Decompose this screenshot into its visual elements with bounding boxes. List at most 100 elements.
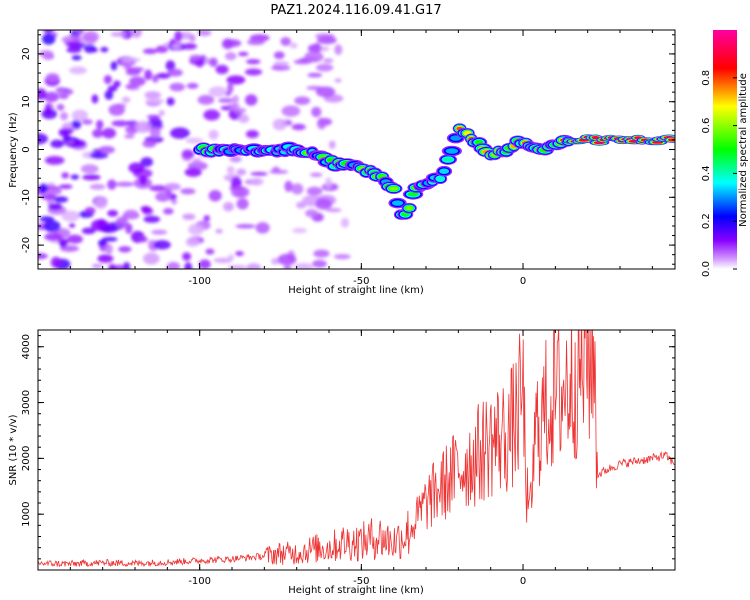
snr-xlabel: Height of straight line (km) <box>288 585 424 596</box>
spectral-noise-blob <box>43 91 59 103</box>
spectral-noise-blob <box>121 62 133 67</box>
spectral-ridge-cell <box>668 138 675 142</box>
spectral-noise-blob <box>97 254 114 263</box>
spectral-noise-blob <box>213 257 233 264</box>
spectral-noise-blob <box>226 166 235 174</box>
spectral-noise-blob <box>67 234 83 244</box>
snr-axes: -100 -50 0 1000 2000 3000 4000 <box>21 330 675 587</box>
spectral-noise-blob <box>57 238 69 246</box>
spectral-noise-blob <box>39 216 55 223</box>
spectral-noise-blob <box>227 82 234 94</box>
spectral-noise-blob <box>59 111 69 121</box>
colorbar-tick-label: 0.8 <box>701 70 712 86</box>
spectral-noise-blob <box>81 227 96 235</box>
spectral-noise-blob <box>174 30 183 43</box>
spectral-noise-blob <box>140 157 153 167</box>
spectral-noise-blob <box>59 184 73 189</box>
spectral-noise-blob <box>158 109 165 117</box>
spectral-noise-blob <box>181 149 195 159</box>
y-tick-label: 20 <box>21 48 32 61</box>
spectral-ridge-cell <box>405 206 414 211</box>
spectral-noise-blob <box>223 201 234 212</box>
spectral-noise-blob <box>71 109 89 122</box>
spectral-noise-blob <box>108 104 126 116</box>
spectral-noise-blob <box>317 36 337 45</box>
spectral-noise-blob <box>312 42 321 54</box>
spectral-noise-blob <box>59 94 69 100</box>
colorbar <box>713 30 737 269</box>
spectral-noise-blob <box>272 118 287 131</box>
spectral-noise-blob <box>53 196 69 203</box>
spectral-noise-blob <box>294 262 314 269</box>
spectral-noise-blob <box>151 229 168 235</box>
snr-frame <box>37 329 676 571</box>
spectral-noise-blob <box>129 76 146 87</box>
spectral-noise-blob <box>142 48 158 55</box>
spectral-noise-blob <box>92 128 104 138</box>
spectral-noise-blob <box>153 240 171 250</box>
spectral-noise-blob <box>38 88 47 100</box>
spectral-noise-blob <box>238 114 250 124</box>
spectral-noise-blob <box>91 94 99 104</box>
spectral-noise-blob <box>91 263 103 269</box>
spectral-noise-blob <box>125 83 137 89</box>
spectral-noise-blob <box>122 262 131 269</box>
spectral-noise-blob <box>197 30 212 37</box>
spectral-noise-blob <box>236 168 247 176</box>
spectral-noise-blob <box>192 158 202 163</box>
spectral-noise-blob <box>107 85 118 92</box>
spectral-noise-blob <box>235 251 244 256</box>
spectral-noise-blob <box>238 51 249 57</box>
spectrogram-ylabel: Frequency (Hz) <box>8 112 19 188</box>
colorbar-label: Normalized spectral amplitude <box>738 73 749 227</box>
spectral-noise-blob <box>189 54 203 60</box>
spectral-noise-blob <box>84 207 96 215</box>
snr-series-line <box>38 330 675 568</box>
spectral-noise-blob <box>250 171 268 176</box>
spectral-noise-blob <box>188 223 204 236</box>
spectral-noise-blob <box>107 209 119 217</box>
colorbar-tick-label: 0.6 <box>701 118 712 134</box>
spectral-noise-blob <box>313 249 330 258</box>
spectral-noise-blob <box>101 236 118 242</box>
spectral-noise-blob <box>89 152 109 159</box>
spectral-ridge-cell <box>436 176 445 182</box>
spectral-ridge-cell <box>439 168 450 174</box>
spectral-noise-blob <box>182 252 192 261</box>
spectral-noise-blob <box>155 45 169 53</box>
spectral-noise-blob <box>315 198 333 210</box>
spectral-noise-blob <box>291 183 304 195</box>
spectral-noise-blob <box>186 82 199 89</box>
y-tick-label: -20 <box>21 237 32 253</box>
spectral-noise-blob <box>81 119 93 125</box>
spectral-noise-blob <box>120 30 133 39</box>
spectral-noise-blob <box>149 185 169 192</box>
spectral-noise-blob <box>50 139 64 149</box>
spectral-noise-blob <box>325 177 332 189</box>
spectral-noise-blob <box>273 51 285 60</box>
spectral-noise-blob <box>100 226 118 233</box>
spectral-noise-blob <box>155 72 171 79</box>
spectral-noise-blob <box>255 222 270 234</box>
spectral-noise-blob <box>45 72 60 82</box>
spectral-noise-blob <box>42 30 55 33</box>
spectral-noise-blob <box>140 205 151 213</box>
spectral-noise-blob <box>316 117 327 130</box>
spectral-noise-blob <box>236 198 249 210</box>
spectral-noise-blob <box>250 178 264 186</box>
spectral-noise-blob <box>171 44 182 49</box>
spectral-noise-blob <box>171 199 178 205</box>
spectral-noise-blob <box>334 44 343 56</box>
spectral-noise-blob <box>273 61 290 67</box>
spectral-noise-blob <box>271 64 291 71</box>
spectral-noise-blob <box>328 140 336 150</box>
spectral-noise-blob <box>208 129 219 140</box>
spectral-noise-blob <box>61 210 80 222</box>
figure-title: PAZ1.2024.116.09.41.G17 <box>270 3 441 18</box>
spectral-noise-blob <box>43 220 61 233</box>
spectral-noise-blob <box>138 175 148 186</box>
spectral-noise-blob <box>189 34 196 43</box>
spectral-noise-blob <box>203 215 211 222</box>
colorbar-tick-label: 0.4 <box>701 165 712 181</box>
